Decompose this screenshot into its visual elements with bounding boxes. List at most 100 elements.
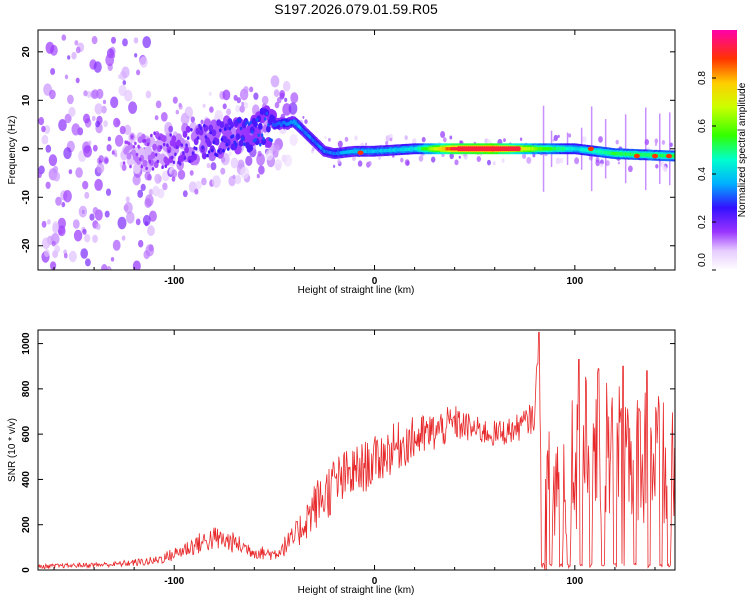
noise-blob bbox=[43, 125, 51, 134]
noise-blob bbox=[102, 99, 107, 105]
noise-blob bbox=[354, 135, 358, 141]
noise-blob bbox=[288, 102, 298, 115]
ridge-blob bbox=[672, 154, 675, 158]
ridge-blob bbox=[231, 134, 235, 138]
noise-blob bbox=[96, 162, 105, 174]
ridge-blob bbox=[253, 120, 258, 128]
ridge-blob bbox=[159, 145, 163, 149]
ridge-blob bbox=[186, 136, 190, 140]
ridge-blob bbox=[270, 138, 273, 143]
y-tick-label: -10 bbox=[21, 190, 32, 205]
noise-blob bbox=[352, 155, 356, 162]
noise-blob bbox=[144, 171, 151, 181]
noise-blob bbox=[220, 167, 226, 175]
noise-blob bbox=[90, 90, 97, 99]
colorbar-ticks: 0.0 0.2 0.4 0.6 0.8 bbox=[697, 71, 716, 271]
noise-blob bbox=[669, 142, 673, 147]
ridge-blob bbox=[239, 126, 243, 131]
noise-blob bbox=[206, 162, 211, 169]
ridge-blob bbox=[151, 167, 155, 171]
colorbar-label: Normalized spectral amplitude bbox=[737, 82, 748, 217]
noise-blob bbox=[290, 92, 299, 104]
ridge-blob bbox=[166, 143, 169, 147]
noise-blob bbox=[41, 237, 51, 250]
noise-blob bbox=[118, 74, 122, 79]
ridge-blob bbox=[211, 129, 217, 137]
noise-blob bbox=[155, 100, 162, 109]
noise-blob bbox=[137, 189, 144, 198]
colorbar-tick-label: 0.8 bbox=[697, 71, 708, 85]
noise-blob bbox=[139, 56, 148, 68]
colorbar-tick-label: 0.4 bbox=[697, 167, 708, 181]
ridge-blob bbox=[215, 153, 219, 158]
ridge-blob bbox=[266, 125, 271, 133]
noise-blob bbox=[92, 234, 98, 243]
noise-blob bbox=[178, 102, 182, 108]
noise-blob bbox=[107, 136, 112, 142]
noise-blob bbox=[449, 152, 454, 160]
ridge-blob bbox=[180, 143, 184, 147]
noise-blob bbox=[195, 180, 202, 190]
ridge-blob bbox=[206, 140, 212, 148]
noise-blob bbox=[75, 46, 81, 54]
noise-blob bbox=[162, 182, 168, 191]
noise-blob bbox=[194, 188, 199, 195]
ridge-blob bbox=[267, 123, 270, 127]
ridge-blob bbox=[184, 146, 190, 154]
colorbar-tick-label: 0.6 bbox=[697, 119, 708, 133]
ridge-blob bbox=[183, 156, 187, 160]
noise-blob bbox=[503, 138, 506, 143]
noise-blob bbox=[121, 235, 126, 241]
y-tick-label: 800 bbox=[21, 380, 32, 397]
noise-blob bbox=[84, 233, 91, 243]
noise-blob bbox=[142, 214, 151, 226]
noise-blob bbox=[172, 96, 178, 104]
noise-blob bbox=[171, 176, 176, 182]
ridge-blob bbox=[265, 111, 269, 116]
ridge-blob bbox=[140, 164, 144, 169]
noise-blob bbox=[265, 149, 274, 161]
ridge-blob bbox=[203, 123, 206, 128]
noise-blob bbox=[304, 119, 308, 124]
noise-blob bbox=[449, 135, 453, 140]
noise-blob bbox=[154, 173, 162, 184]
ridge-blob bbox=[175, 145, 179, 150]
ridge-blob bbox=[134, 141, 137, 146]
noise-blob bbox=[111, 53, 116, 59]
noise-blob bbox=[208, 91, 212, 96]
noise-blob bbox=[245, 155, 253, 166]
ridge-blob bbox=[257, 122, 263, 130]
noise-blob bbox=[492, 161, 496, 166]
ridge-blob bbox=[178, 162, 182, 166]
noise-blob bbox=[222, 103, 227, 110]
noise-blob bbox=[95, 223, 101, 231]
noise-blob bbox=[68, 250, 77, 263]
ridge-blob bbox=[141, 133, 146, 141]
noise-blob bbox=[73, 229, 83, 242]
ridge-blob bbox=[185, 143, 188, 147]
ridge-blob bbox=[259, 142, 262, 147]
noise-blob bbox=[574, 157, 580, 165]
noise-blob bbox=[110, 96, 119, 109]
noise-blob bbox=[553, 134, 558, 142]
ridge-blob bbox=[190, 128, 193, 132]
noise-blob bbox=[431, 156, 436, 163]
noise-blob bbox=[82, 180, 89, 190]
snr-frame bbox=[37, 329, 676, 571]
ridge-blob bbox=[169, 133, 172, 137]
noise-blob bbox=[52, 171, 61, 182]
noise-blob bbox=[211, 175, 221, 188]
figure-title: S197.2026.079.01.59.R05 bbox=[274, 1, 438, 17]
noise-blob bbox=[52, 165, 59, 174]
noise-blob bbox=[136, 69, 141, 76]
noise-blob bbox=[235, 104, 241, 113]
y-tick-label: 200 bbox=[21, 516, 32, 533]
noise-blob bbox=[138, 239, 144, 248]
ridge-blob bbox=[153, 131, 156, 135]
noise-blob bbox=[654, 142, 658, 147]
ridge-blob bbox=[263, 117, 267, 121]
ridge-blob bbox=[150, 133, 153, 138]
noise-blob bbox=[51, 240, 56, 247]
noise-blob bbox=[458, 155, 461, 159]
